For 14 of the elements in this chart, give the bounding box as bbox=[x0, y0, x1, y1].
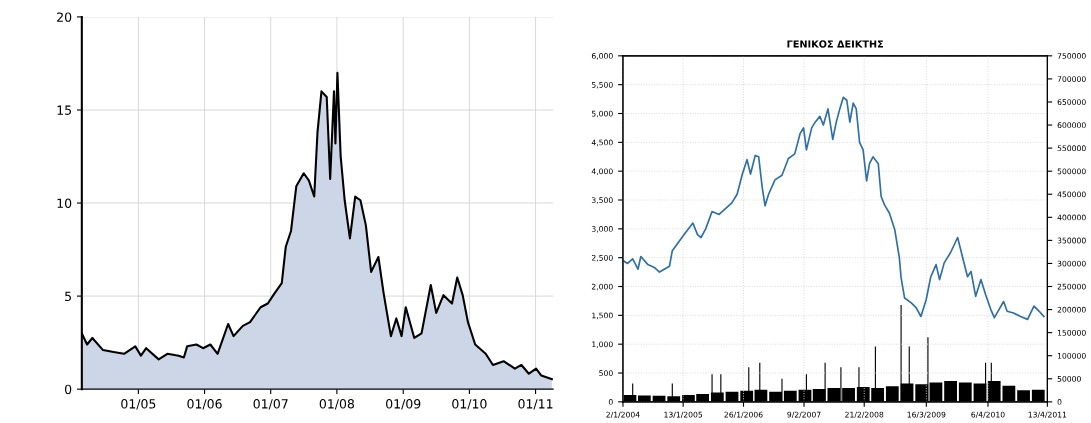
x-tick-label: 01/10 bbox=[452, 399, 487, 410]
x-tick-label: 01/07 bbox=[253, 399, 288, 410]
x-tick-label: 01/11 bbox=[518, 399, 553, 410]
x-tick-label: 01/09 bbox=[386, 399, 421, 410]
y-tick-label: 15 bbox=[57, 105, 72, 115]
y-tick-label: 0 bbox=[64, 384, 72, 395]
y-tick-label: 10 bbox=[57, 198, 72, 208]
x-tick-label: 01/08 bbox=[319, 399, 355, 410]
y-tick-label: 5 bbox=[65, 291, 72, 302]
chart-title: ΓΕΝΙΚΟΣ ΔΕΙΚΤΗΣ bbox=[787, 40, 884, 48]
x-tick-label: 01/06 bbox=[187, 399, 222, 410]
y-tick-label: 20 bbox=[57, 12, 72, 22]
line-series bbox=[622, 96, 1045, 321]
x-tick-label: 01/05 bbox=[121, 399, 156, 410]
